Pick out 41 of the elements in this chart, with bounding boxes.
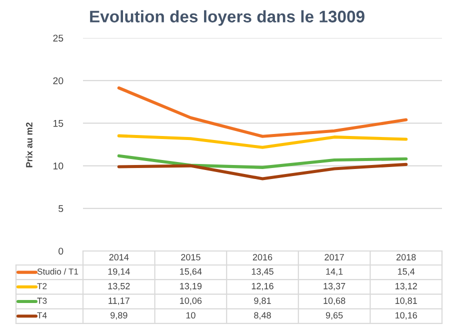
data-label: 9,81	[254, 298, 271, 305]
y-tick-label: 0	[58, 248, 64, 255]
data-label: 14,1	[326, 268, 343, 276]
x-tick-label: 2014	[109, 254, 129, 260]
x-tick-label: 2015	[181, 254, 200, 260]
line-series	[117, 162, 408, 180]
y-axis-title: Prix au m2	[26, 122, 32, 168]
legend-label: T2	[37, 283, 47, 290]
x-tick-label: 2016	[252, 254, 272, 260]
data-label: 9,89	[110, 312, 128, 320]
data-label: 19,14	[108, 268, 130, 276]
x-tick-label: 2018	[396, 254, 416, 260]
y-tick-label: 15	[53, 120, 64, 127]
data-label: 8,48	[254, 312, 271, 320]
x-tick-label: 2017	[324, 254, 344, 260]
line-series	[117, 154, 408, 169]
y-tick-label: 20	[53, 77, 64, 84]
legend-label: T4	[37, 312, 47, 318]
data-label: 13,45	[252, 268, 274, 276]
legend-label: Studio / T1	[37, 268, 78, 275]
data-label: 10,81	[395, 298, 417, 305]
data-label: 13,37	[324, 282, 346, 290]
legend-label: T3	[37, 298, 47, 304]
data-label: 9,65	[326, 312, 343, 320]
y-tick-label: 10	[53, 162, 64, 170]
data-label: 11,17	[108, 298, 130, 305]
data-label: 10,06	[180, 298, 202, 305]
y-tick-label: 25	[53, 34, 64, 42]
chart-title: Evolution des loyers dans le 13009	[90, 10, 364, 26]
data-label: 10,68	[324, 298, 346, 305]
data-label: 15,4	[398, 268, 415, 276]
data-label: 13,19	[180, 282, 202, 290]
data-label: 13,12	[395, 282, 417, 290]
data-label: 13,52	[108, 282, 130, 290]
data-label: 12,16	[252, 282, 274, 290]
data-label: 10	[186, 312, 196, 319]
line-series	[117, 134, 408, 149]
data-label: 10,16	[395, 312, 417, 320]
y-tick-label: 5	[58, 205, 64, 212]
data-label: 15,64	[180, 268, 202, 276]
line-series	[117, 86, 408, 138]
